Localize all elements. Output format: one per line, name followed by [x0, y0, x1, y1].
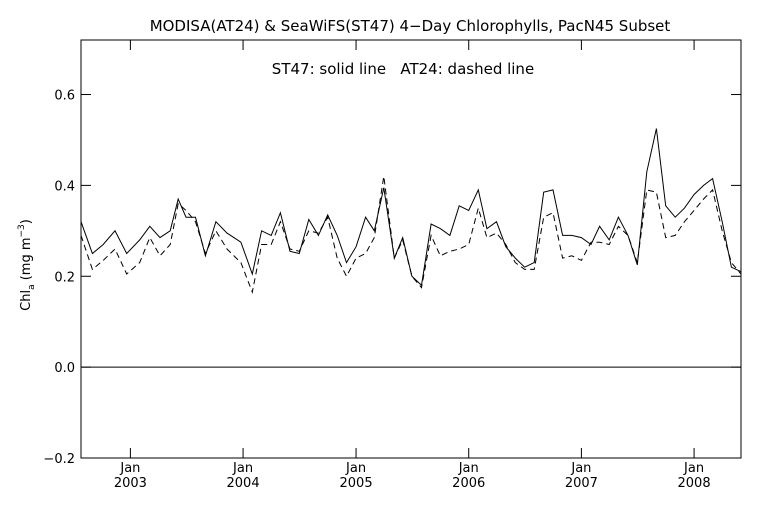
- y-tick-label: 0.0: [54, 361, 75, 376]
- y-tick-label: 0.2: [54, 270, 75, 285]
- x-tick-month-label: Jan: [683, 461, 704, 476]
- y-tick-label: −0.2: [43, 452, 75, 467]
- x-tick-month-label: Jan: [119, 461, 140, 476]
- y-axis-label-unit: (mg m: [19, 237, 34, 284]
- y-tick-label: 0.4: [54, 179, 75, 194]
- legend-annotation: ST47: solid line AT24: dashed line: [272, 60, 534, 78]
- x-tick-year-label: 2008: [678, 476, 711, 491]
- x-tick-month-label: Jan: [570, 461, 591, 476]
- x-tick-month-label: Jan: [232, 461, 253, 476]
- x-tick-year-label: 2005: [340, 476, 373, 491]
- y-axis-label-main: Chl: [19, 290, 34, 311]
- chart-title: MODISA(AT24) & SeaWiFS(ST47) 4−Day Chlor…: [150, 17, 671, 35]
- series-line-at24: [80, 176, 742, 295]
- x-tick-year-label: 2007: [565, 476, 598, 491]
- y-tick-label: 0.6: [54, 89, 75, 104]
- plot-layer: −0.20.00.20.40.6Jan2003Jan2004Jan2005Jan…: [43, 40, 742, 491]
- y-axis-label-exponent: −3: [17, 224, 27, 237]
- plot-frame: [80, 39, 742, 459]
- y-axis-label-sub: a: [27, 284, 37, 290]
- series-line-st47: [80, 128, 742, 287]
- x-tick-month-label: Jan: [345, 461, 366, 476]
- x-tick-year-label: 2003: [114, 476, 147, 491]
- x-tick-year-label: 2006: [452, 476, 485, 491]
- x-tick-month-label: Jan: [458, 461, 479, 476]
- x-tick-year-label: 2004: [227, 476, 260, 491]
- y-axis-label: Chla (mg m−3): [17, 219, 37, 311]
- y-axis-label-close: ): [19, 219, 34, 224]
